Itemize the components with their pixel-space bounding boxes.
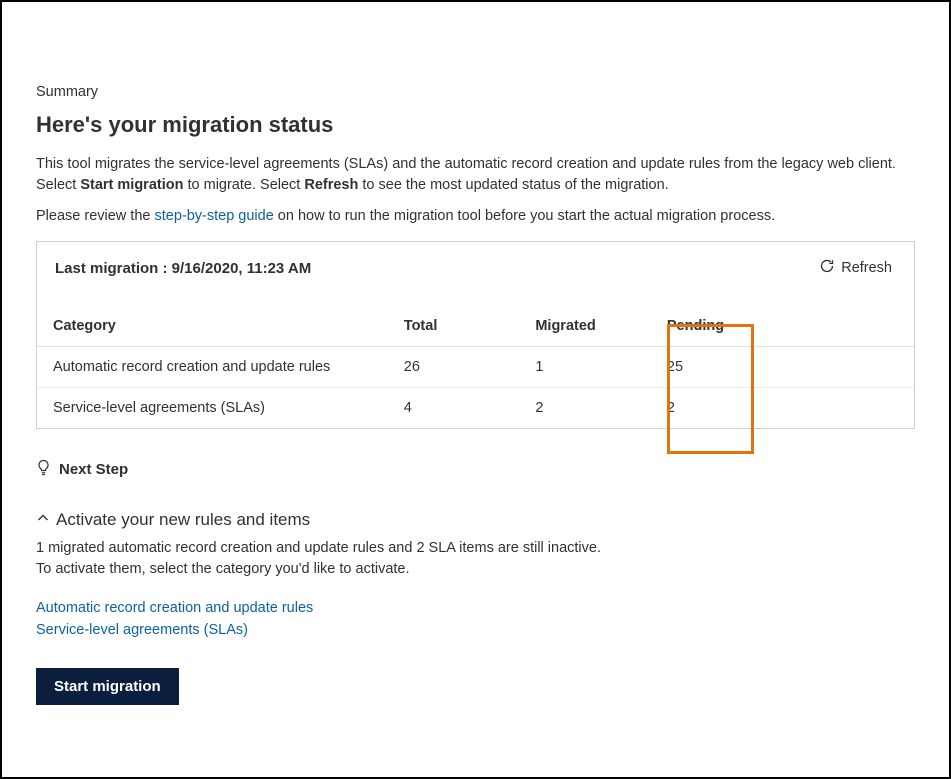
migration-status-box: Last migration : 9/16/2020, 11:23 AM Ref…: [36, 241, 915, 429]
table-row: Automatic record creation and update rul…: [37, 347, 914, 388]
cell-migrated: 2: [519, 388, 651, 429]
activate-link-slas[interactable]: Service-level agreements (SLAs): [36, 620, 915, 642]
cell-migrated: 1: [519, 347, 651, 388]
lightbulb-icon: [36, 459, 51, 480]
col-header-migrated: Migrated: [519, 306, 651, 347]
refresh-icon: [819, 258, 835, 278]
cell-category: Service-level agreements (SLAs): [37, 388, 388, 429]
col-header-total: Total: [388, 306, 520, 347]
col-header-pending: Pending: [651, 306, 914, 347]
cell-total: 4: [388, 388, 520, 429]
page-container: Summary Here's your migration status Thi…: [0, 0, 951, 779]
cell-category: Automatic record creation and update rul…: [37, 347, 388, 388]
chevron-up-icon: [36, 510, 50, 530]
activate-section-header[interactable]: Activate your new rules and items: [36, 510, 915, 530]
cell-total: 26: [388, 347, 520, 388]
table-header-row: Category Total Migrated Pending: [37, 306, 914, 347]
next-step-heading: Next Step: [36, 459, 915, 480]
desc2-pre: Please review the: [36, 208, 154, 224]
status-header: Last migration : 9/16/2020, 11:23 AM Ref…: [37, 242, 914, 288]
activate-header-label: Activate your new rules and items: [56, 510, 310, 530]
step-by-step-guide-link[interactable]: step-by-step guide: [154, 208, 273, 224]
desc1-bold-refresh: Refresh: [304, 177, 358, 193]
description-line-2: Please review the step-by-step guide on …: [36, 206, 915, 227]
last-migration-label: Last migration : 9/16/2020, 11:23 AM: [55, 260, 311, 277]
migration-status-table: Category Total Migrated Pending Automati…: [37, 306, 914, 428]
desc1-post: to see the most updated status of the mi…: [358, 177, 668, 193]
refresh-button-label: Refresh: [841, 260, 892, 276]
cell-pending: 25: [651, 347, 914, 388]
description-line-1: This tool migrates the service-level agr…: [36, 154, 915, 196]
summary-label: Summary: [36, 84, 915, 100]
table-row: Service-level agreements (SLAs) 4 2 2: [37, 388, 914, 429]
col-header-category: Category: [37, 306, 388, 347]
activate-links: Automatic record creation and update rul…: [36, 598, 915, 642]
activate-link-arc-rules[interactable]: Automatic record creation and update rul…: [36, 598, 915, 620]
activate-body-line1: 1 migrated automatic record creation and…: [36, 538, 915, 559]
start-migration-button[interactable]: Start migration: [36, 668, 179, 705]
next-step-label: Next Step: [59, 461, 128, 478]
desc2-post: on how to run the migration tool before …: [274, 208, 775, 224]
cell-pending: 2: [651, 388, 914, 429]
refresh-button[interactable]: Refresh: [815, 256, 896, 280]
activate-body-line2: To activate them, select the category yo…: [36, 559, 915, 580]
page-title: Here's your migration status: [36, 112, 915, 138]
activate-body: 1 migrated automatic record creation and…: [36, 538, 915, 580]
desc1-bold-start-migration: Start migration: [80, 177, 183, 193]
desc1-mid: to migrate. Select: [183, 177, 304, 193]
